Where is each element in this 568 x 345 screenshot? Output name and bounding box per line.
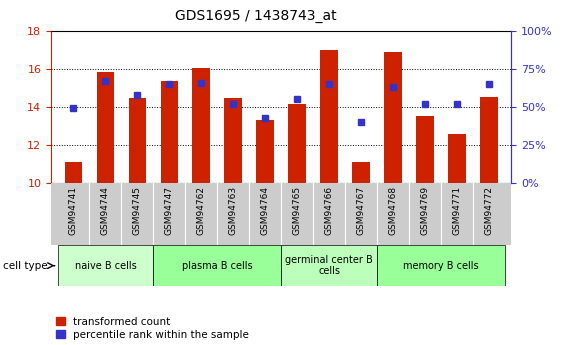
Bar — [377, 245, 505, 286]
Text: cell type: cell type — [3, 261, 48, 270]
Text: germinal center B
cells: germinal center B cells — [285, 255, 373, 276]
Text: GSM94745: GSM94745 — [133, 186, 142, 235]
Bar — [256, 120, 274, 183]
Bar — [97, 72, 114, 183]
Bar — [65, 162, 82, 183]
Text: GSM94763: GSM94763 — [229, 186, 238, 235]
Text: GSM94769: GSM94769 — [420, 186, 429, 235]
Bar — [289, 104, 306, 183]
Text: GDS1695 / 1438743_at: GDS1695 / 1438743_at — [175, 9, 336, 23]
Text: GSM94772: GSM94772 — [485, 186, 494, 235]
Text: memory B cells: memory B cells — [403, 261, 479, 270]
Bar — [128, 98, 146, 183]
Text: naive B cells: naive B cells — [74, 261, 136, 270]
Bar — [448, 135, 466, 183]
Bar — [161, 81, 178, 183]
Text: GSM94747: GSM94747 — [165, 186, 174, 235]
Text: GSM94741: GSM94741 — [69, 186, 78, 235]
Bar — [384, 52, 402, 183]
Text: GSM94766: GSM94766 — [324, 186, 333, 235]
Text: plasma B cells: plasma B cells — [182, 261, 253, 270]
Bar — [352, 162, 370, 183]
Bar — [153, 245, 281, 286]
Bar — [480, 98, 498, 183]
Text: GSM94765: GSM94765 — [293, 186, 302, 235]
Text: GSM94764: GSM94764 — [261, 186, 270, 235]
Bar — [193, 68, 210, 183]
Bar — [416, 117, 434, 183]
Bar — [57, 245, 153, 286]
Bar — [281, 245, 377, 286]
Text: GSM94767: GSM94767 — [357, 186, 366, 235]
Text: GSM94771: GSM94771 — [452, 186, 461, 235]
Legend: transformed count, percentile rank within the sample: transformed count, percentile rank withi… — [56, 317, 249, 340]
Text: GSM94768: GSM94768 — [389, 186, 398, 235]
Text: GSM94744: GSM94744 — [101, 186, 110, 235]
Bar — [224, 98, 242, 183]
Bar — [320, 50, 338, 183]
Text: GSM94762: GSM94762 — [197, 186, 206, 235]
